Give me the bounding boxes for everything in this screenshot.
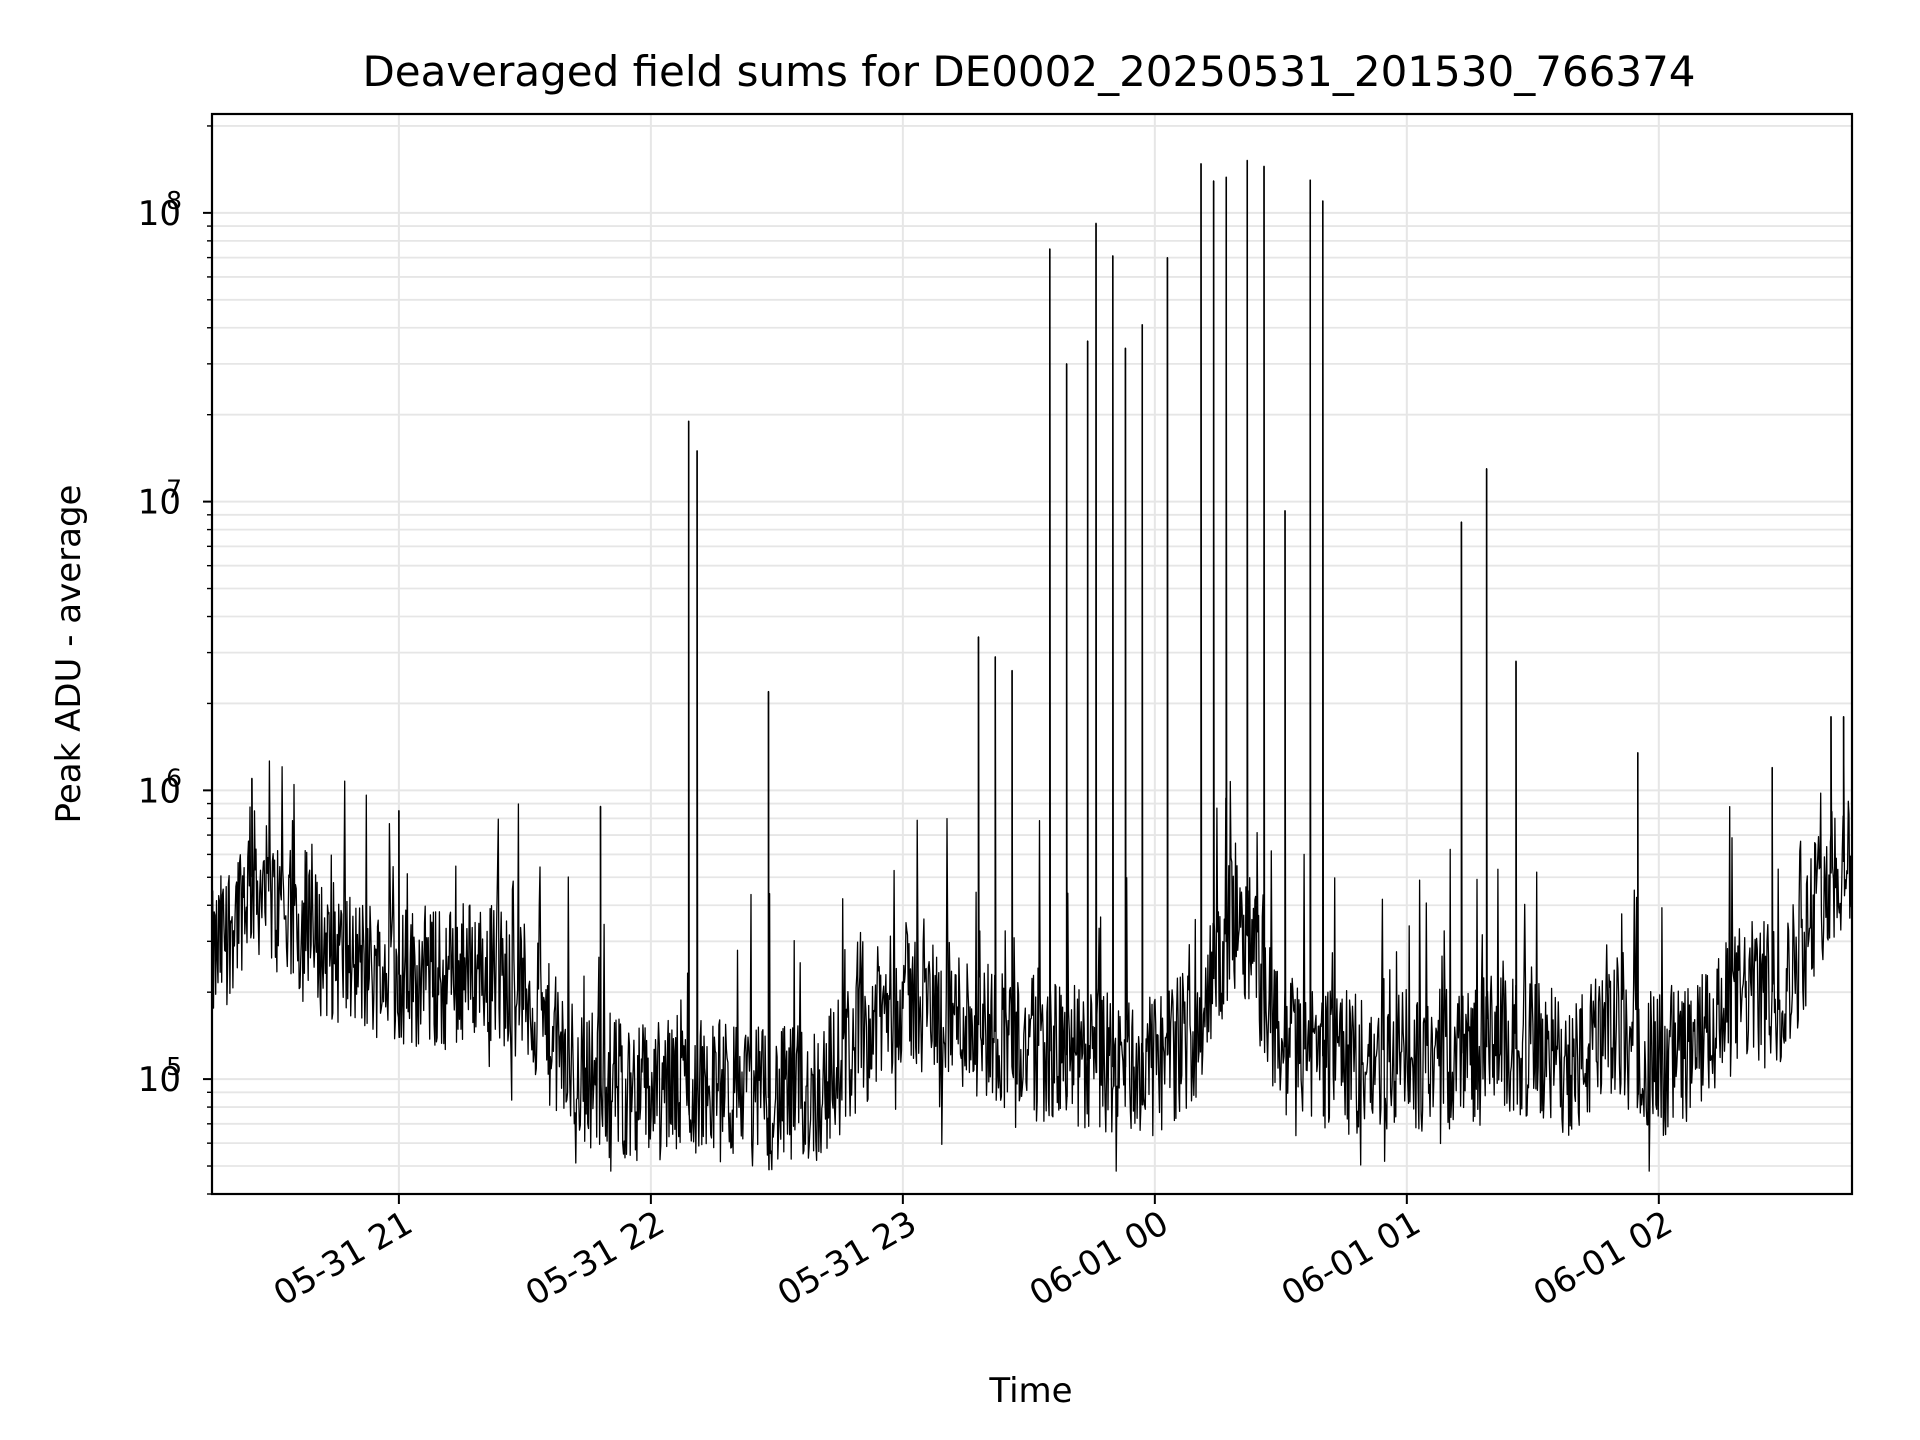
y-tick-label: 107 [138, 475, 182, 523]
y-axis-label: Peak ADU - average [49, 485, 89, 824]
y-tick-label-exponent: 5 [166, 1052, 182, 1081]
data-layer [211, 159, 1853, 1172]
data-line [211, 159, 1853, 1172]
y-tick-label-exponent: 6 [166, 763, 182, 792]
y-tick-label: 105 [138, 1052, 182, 1100]
plot-frame [210, 112, 1854, 1196]
y-tick-label: 106 [138, 763, 182, 811]
chart-title: Deaveraged field sums for DE0002_2025053… [362, 47, 1695, 96]
y-tick-label: 108 [138, 186, 182, 234]
y-tick-label-exponent: 8 [166, 186, 182, 215]
y-axis: 105 106 107 108 [138, 125, 212, 1195]
x-axis-label: Time [988, 1371, 1072, 1411]
y-tick-label-exponent: 7 [166, 475, 182, 504]
